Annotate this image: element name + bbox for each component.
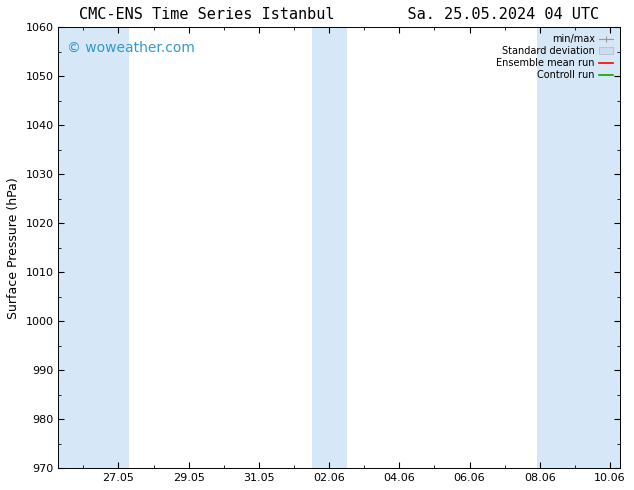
Bar bbox=[311, 27, 347, 468]
Bar bbox=[58, 27, 129, 468]
Title: CMC-ENS Time Series Istanbul        Sa. 25.05.2024 04 UTC: CMC-ENS Time Series Istanbul Sa. 25.05.2… bbox=[79, 7, 599, 22]
Legend: min/max, Standard deviation, Ensemble mean run, Controll run: min/max, Standard deviation, Ensemble me… bbox=[495, 32, 616, 82]
Y-axis label: Surface Pressure (hPa): Surface Pressure (hPa) bbox=[7, 177, 20, 318]
Text: © woweather.com: © woweather.com bbox=[67, 41, 195, 54]
Bar bbox=[537, 27, 620, 468]
